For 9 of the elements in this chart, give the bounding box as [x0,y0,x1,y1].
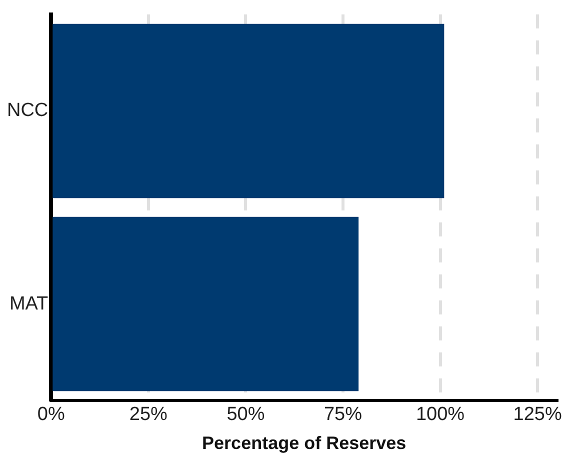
x-tick-label: 125% [513,404,562,426]
y-tick-label: MAT [9,293,49,314]
x-tick-label: 0% [37,404,65,426]
x-tick-label: 25% [129,404,168,426]
x-tick-label: 50% [226,404,265,426]
x-axis-title: Percentage of Reserves [202,433,406,454]
x-tick-label: 100% [416,404,465,426]
y-tick-label: NCC [6,100,48,122]
x-tick-label: 75% [324,404,362,426]
